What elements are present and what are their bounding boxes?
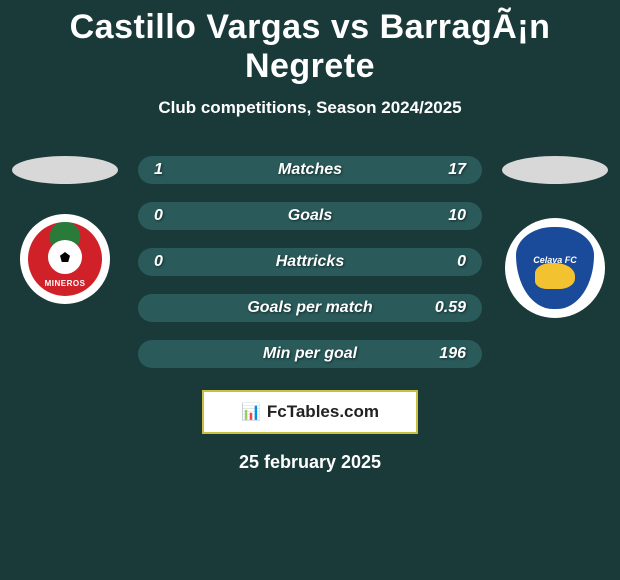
stat-right-value: 0.59 bbox=[435, 299, 466, 317]
page-title: Castillo Vargas vs BarragÃ¡n Negrete bbox=[0, 8, 620, 86]
comparison-card: Castillo Vargas vs BarragÃ¡n Negrete Clu… bbox=[0, 0, 620, 473]
left-club-logo: MINEROS bbox=[20, 214, 110, 304]
stat-row-matches: 1 Matches 17 bbox=[138, 156, 482, 184]
brand-text: FcTables.com bbox=[267, 402, 379, 422]
stats-area: MINEROS 1 Matches 17 0 Goals 10 0 Hattri… bbox=[0, 156, 620, 368]
stat-right-value: 10 bbox=[448, 207, 466, 225]
celaya-shield: Celaya FC bbox=[516, 227, 594, 309]
stat-label: Hattricks bbox=[138, 253, 482, 271]
right-player-column: Celaya FC bbox=[500, 156, 610, 318]
bull-icon bbox=[535, 263, 575, 289]
left-club-name: MINEROS bbox=[45, 279, 86, 288]
chart-icon: 📊 bbox=[241, 402, 261, 422]
soccer-ball-icon bbox=[48, 240, 82, 274]
mineros-shield: MINEROS bbox=[28, 222, 102, 296]
stat-label: Goals per match bbox=[138, 299, 482, 317]
stat-label: Min per goal bbox=[138, 345, 482, 363]
stat-row-goals-per-match: Goals per match 0.59 bbox=[138, 294, 482, 322]
page-subtitle: Club competitions, Season 2024/2025 bbox=[0, 98, 620, 118]
right-club-logo: Celaya FC bbox=[505, 218, 605, 318]
stat-label: Matches bbox=[138, 161, 482, 179]
stat-right-value: 17 bbox=[448, 161, 466, 179]
stat-row-min-per-goal: Min per goal 196 bbox=[138, 340, 482, 368]
stat-row-goals: 0 Goals 10 bbox=[138, 202, 482, 230]
right-player-placeholder bbox=[502, 156, 608, 184]
stat-right-value: 196 bbox=[439, 345, 466, 363]
brand-card: 📊 FcTables.com bbox=[202, 390, 418, 434]
left-player-column: MINEROS bbox=[10, 156, 120, 304]
stats-column: 1 Matches 17 0 Goals 10 0 Hattricks 0 Go… bbox=[138, 156, 482, 368]
stat-right-value: 0 bbox=[457, 253, 466, 271]
date-label: 25 february 2025 bbox=[0, 452, 620, 473]
stat-label: Goals bbox=[138, 207, 482, 225]
left-player-placeholder bbox=[12, 156, 118, 184]
stat-row-hattricks: 0 Hattricks 0 bbox=[138, 248, 482, 276]
